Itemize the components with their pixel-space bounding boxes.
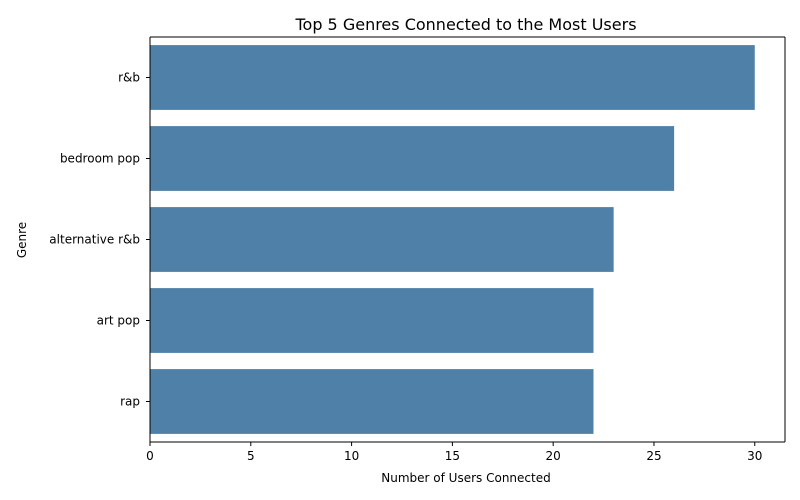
y-tick-label: art pop [97, 314, 140, 328]
y-tick-label: alternative r&b [49, 233, 140, 247]
x-tick-label: 30 [747, 449, 762, 463]
bar-rap [150, 369, 594, 434]
x-axis-label: Number of Users Connected [381, 471, 550, 485]
x-tick-label: 15 [445, 449, 460, 463]
bars-group [150, 45, 755, 434]
x-tick-label: 20 [546, 449, 561, 463]
x-tick-label: 25 [646, 449, 661, 463]
x-axis-ticks: 0 5 10 15 20 25 30 [146, 442, 762, 463]
chart-title: Top 5 Genres Connected to the Most Users [294, 15, 636, 34]
y-tick-label: bedroom pop [60, 152, 140, 166]
bar-art-pop [150, 288, 594, 353]
y-axis-ticks: r&b bedroom pop alternative r&b art pop rap [49, 71, 150, 409]
x-tick-label: 5 [247, 449, 255, 463]
bar-r-b [150, 45, 755, 110]
bar-alternative-r-b [150, 207, 614, 272]
y-axis-label: Genre [15, 222, 29, 258]
bar-bedroom-pop [150, 126, 675, 191]
x-tick-label: 0 [146, 449, 154, 463]
y-tick-label: rap [120, 395, 140, 409]
y-tick-label: r&b [118, 71, 140, 85]
x-tick-label: 10 [344, 449, 359, 463]
